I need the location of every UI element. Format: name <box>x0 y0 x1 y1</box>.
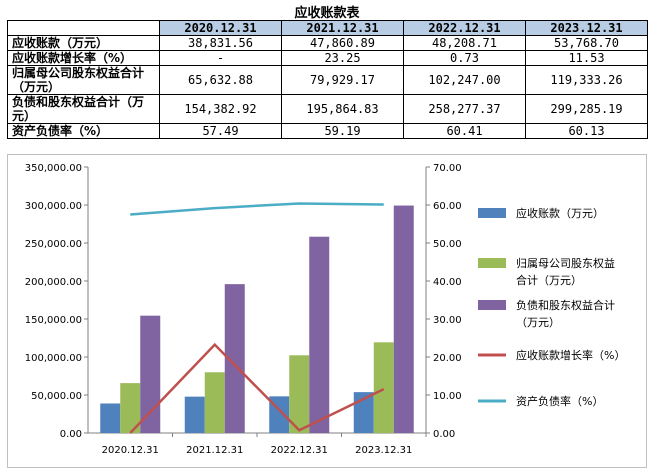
legend-label: 归属母公司股东权益 <box>516 256 615 270</box>
row-label: 资产负债率（%） <box>7 123 160 139</box>
combo-chart: 0.00 50,000.00 100,000.00 150,000.00 200,000… <box>25 163 626 456</box>
legend-label: 合计（万元） <box>516 273 582 287</box>
x-tick-label: 2020.12.31 <box>102 445 159 456</box>
row-label: 应收账款增长率（%） <box>7 50 160 66</box>
table-row: 归属母公司股东权益合计（万元） 65,632.88 79,929.17 102,… <box>7 65 648 95</box>
table-cell: 60.13 <box>525 123 648 139</box>
x-tick-label: 2021.12.31 <box>186 445 243 456</box>
table-header-row: 2020.12.31 2021.12.31 2022.12.31 2023.12… <box>7 20 648 36</box>
y-right-tick-label: 60.00 <box>433 201 462 212</box>
table-cell: 0.73 <box>403 50 526 66</box>
table-cell: 53,768.70 <box>525 35 648 51</box>
table-cell: 195,864.83 <box>281 94 404 124</box>
y-left-tick-label: 0.00 <box>60 429 82 440</box>
row-label: 归属母公司股东权益合计（万元） <box>7 65 160 95</box>
table-cell: 154,382.92 <box>159 94 282 124</box>
y-left-tick-label: 250,000.00 <box>25 239 82 250</box>
table-header-cell: 2022.12.31 <box>403 20 526 36</box>
legend-label: 应收账款增长率（%） <box>516 348 625 362</box>
legend-label: 资产负债率（%） <box>516 394 603 408</box>
table-cell: 79,929.17 <box>281 65 404 95</box>
table-cell: 38,831.56 <box>159 35 282 51</box>
y-left-tick-label: 300,000.00 <box>25 201 82 212</box>
y-right-tick-label: 30.00 <box>433 315 462 326</box>
table-row: 应收账款增长率（%） - 23.25 0.73 11.53 <box>7 50 648 66</box>
bar-3 <box>393 205 414 433</box>
legend-swatch-3 <box>478 300 506 310</box>
chart-frame: 0.00 50,000.00 100,000.00 150,000.00 200,000… <box>7 154 647 468</box>
table-cell: 57.49 <box>159 123 282 139</box>
table-header-cell: 2023.12.31 <box>525 20 648 36</box>
y-right-tick-label: 70.00 <box>433 163 462 174</box>
row-label: 负债和股东权益合计（万元） <box>7 94 160 124</box>
table-cell: 60.41 <box>403 123 526 139</box>
table-cell: 48,208.71 <box>403 35 526 51</box>
line-series-1 <box>129 342 385 434</box>
y-left-tick-label: 350,000.00 <box>25 163 82 174</box>
table-row: 应收账款（万元） 38,831.56 47,860.89 48,208.71 5… <box>7 35 648 51</box>
table-header-cell: 2021.12.31 <box>281 20 404 36</box>
table-header-cell: 2020.12.31 <box>159 20 282 36</box>
y-left-tick-label: 100,000.00 <box>25 353 82 364</box>
table-cell: 59.19 <box>281 123 404 139</box>
legend-swatch-1 <box>478 208 506 218</box>
table-cell: 299,285.19 <box>525 94 648 124</box>
y-right-tick-label: 40.00 <box>433 277 462 288</box>
table-title: 应收账款表 <box>294 6 360 21</box>
legend-swatch-2 <box>478 258 506 268</box>
legend-label: （万元） <box>516 316 560 329</box>
y-right-tick-label: 20.00 <box>433 353 462 364</box>
bar-2 <box>373 342 394 433</box>
data-table: 2020.12.31 2021.12.31 2022.12.31 2023.12… <box>7 20 648 139</box>
y-right-tick-label: 50.00 <box>433 239 462 250</box>
x-tick-label: 2022.12.31 <box>271 445 328 456</box>
bar-2 <box>120 383 141 433</box>
table-cell: 119,333.26 <box>525 65 648 95</box>
table-cell: 65,632.88 <box>159 65 282 95</box>
bar-1 <box>100 403 121 433</box>
table-cell: 258,277.37 <box>403 94 526 124</box>
line-series-2 <box>130 202 384 216</box>
y-left-tick-label: 50,000.00 <box>31 391 82 402</box>
y-right-tick-label: 0.00 <box>433 429 455 440</box>
table-row: 资产负债率（%） 57.49 59.19 60.41 60.13 <box>7 123 648 139</box>
bar-3 <box>224 284 245 433</box>
legend-label: 应收账款（万元） <box>516 206 604 220</box>
table-cell: 102,247.00 <box>403 65 526 95</box>
bar-3 <box>309 236 330 433</box>
table-row: 负债和股东权益合计（万元） 154,382.92 195,864.83 258,… <box>7 94 648 124</box>
table-cell: 47,860.89 <box>281 35 404 51</box>
table-header-cell <box>7 20 160 36</box>
table-cell: - <box>159 50 282 66</box>
row-label: 应收账款（万元） <box>7 35 160 51</box>
bar-1 <box>184 396 205 433</box>
legend-label: 负债和股东权益合计 <box>516 298 615 312</box>
y-left-tick-label: 150,000.00 <box>25 315 82 326</box>
table-cell: 11.53 <box>525 50 648 66</box>
y-left-tick-label: 200,000.00 <box>25 277 82 288</box>
table-cell: 23.25 <box>281 50 404 66</box>
x-tick-label: 2023.12.31 <box>355 445 412 456</box>
bar-2 <box>289 355 310 433</box>
y-right-tick-label: 10.00 <box>433 391 462 402</box>
bar-3 <box>140 315 161 433</box>
bar-2 <box>204 372 225 433</box>
